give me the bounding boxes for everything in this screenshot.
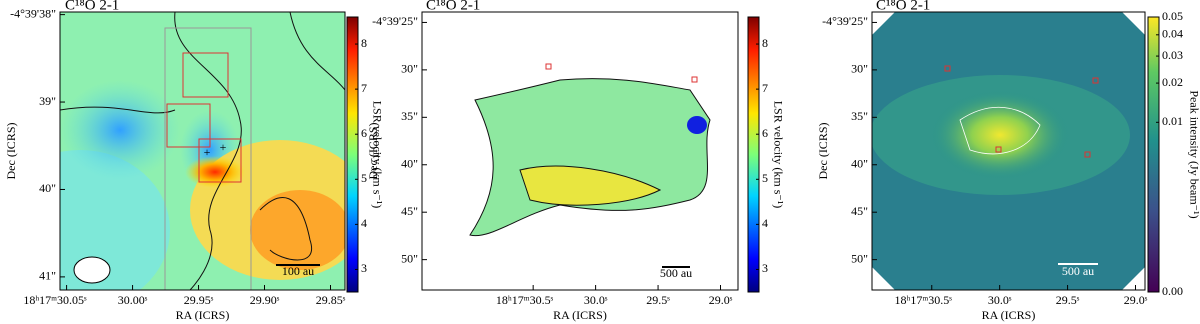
- source-marker: +: [220, 140, 227, 154]
- colorbar-tick-label: 3: [762, 261, 768, 275]
- y-tick-label: 50": [851, 251, 868, 265]
- y-tick-label: -4°39'25": [822, 14, 868, 28]
- scalebar-label: 100 au: [282, 264, 314, 278]
- colorbar-tick-label: 0.05: [1162, 9, 1183, 23]
- colorbar-label: LSR velocity (km s⁻¹): [370, 101, 384, 209]
- axes-frame: [421, 11, 739, 291]
- x-axis-label: RA (ICRS): [176, 308, 230, 322]
- panel-title: C¹⁸O 2-1: [876, 0, 930, 13]
- intensity-map: [872, 12, 1145, 290]
- colorbar-tick-label: 4: [762, 216, 768, 230]
- y-tick-label: 40": [851, 157, 868, 171]
- scalebar-label: 500 au: [1062, 264, 1094, 278]
- x-tick-label: 18ʰ17ᵐ30.5ˢ: [894, 293, 952, 307]
- colorbar-tick-label: 0.00: [1162, 284, 1183, 298]
- colorbar: [747, 16, 760, 293]
- y-tick-label: 45": [401, 204, 418, 218]
- colorbar-label: LSR velocity (km s⁻¹): [771, 101, 785, 209]
- colorbar-tick-label: 7: [361, 81, 367, 95]
- colorbar-tick-label: 0.03: [1162, 48, 1183, 62]
- colorbar: [346, 16, 359, 293]
- y-tick-label: 40": [401, 157, 418, 171]
- x-tick-label: 29.5ˢ: [1056, 293, 1080, 307]
- colorbar: [1147, 16, 1160, 293]
- colorbar-tick-label: 8: [762, 36, 768, 50]
- axes-frame: [59, 11, 346, 291]
- panel-title: C¹⁸O 2-1: [426, 0, 480, 13]
- y-tick-label: 35": [851, 109, 868, 123]
- x-tick-label: 30.00ˢ: [118, 293, 148, 307]
- x-tick-label: 29.0ˢ: [1124, 293, 1148, 307]
- colorbar-tick-label: 7: [762, 81, 768, 95]
- y-axis-label: Dec (ICRS): [816, 123, 830, 180]
- x-tick-label: 29.0ˢ: [709, 293, 733, 307]
- colorbar-tick-label: 8: [361, 36, 367, 50]
- x-tick-label: 29.90ˢ: [250, 293, 280, 307]
- x-tick-label: 30.0ˢ: [584, 293, 608, 307]
- velocity-map: + +: [60, 12, 345, 290]
- colorbar-tick-label: 0.01: [1162, 114, 1183, 128]
- y-tick-label: 41": [39, 269, 56, 283]
- axes-frame: [871, 11, 1146, 291]
- colorbar-tick-label: 4: [361, 216, 367, 230]
- y-tick-label: 39": [39, 94, 56, 108]
- y-tick-label: 50": [401, 251, 418, 265]
- y-axis-label: Dec (ICRS): [4, 123, 18, 180]
- y-tick-label: 30": [401, 62, 418, 76]
- y-tick-label: 30": [851, 62, 868, 76]
- colorbar-label: Peak intensity (Jy beam⁻¹): [1187, 90, 1200, 218]
- colorbar-tick-label: 0.04: [1162, 27, 1183, 41]
- colorbar-tick-label: 5: [762, 171, 768, 185]
- velocity-map: [469, 63, 711, 268]
- colorbar-tick-label: 5: [361, 171, 367, 185]
- y-tick-label: -4°39'38": [10, 6, 56, 20]
- y-tick-label: 40": [39, 181, 56, 195]
- panel-title: C¹⁸O 2-1: [65, 0, 119, 13]
- colorbar-tick-label: 0.02: [1162, 75, 1183, 89]
- x-tick-label: 29.85ˢ: [316, 293, 346, 307]
- x-tick-label: 18ʰ17ᵐ30.05ˢ: [23, 293, 87, 307]
- source-marker: +: [204, 145, 211, 159]
- colorbar-tick-label: 3: [361, 261, 367, 275]
- x-tick-label: 29.95ˢ: [184, 293, 214, 307]
- x-axis-label: RA (ICRS): [982, 308, 1036, 322]
- x-tick-label: 30.0ˢ: [988, 293, 1012, 307]
- y-tick-label: -4°39'25": [372, 14, 418, 28]
- x-tick-label: 29.5ˢ: [646, 293, 670, 307]
- x-axis-label: RA (ICRS): [553, 308, 607, 322]
- colorbar-tick-label: 6: [361, 126, 367, 140]
- y-tick-label: 35": [401, 109, 418, 123]
- x-tick-label: 18ʰ17ᵐ30.5ˢ: [496, 293, 554, 307]
- scalebar-label: 500 au: [660, 266, 692, 280]
- y-tick-label: 45": [851, 204, 868, 218]
- y-axis-label: Dec (ICRS): [366, 123, 380, 180]
- colorbar-tick-label: 6: [762, 126, 768, 140]
